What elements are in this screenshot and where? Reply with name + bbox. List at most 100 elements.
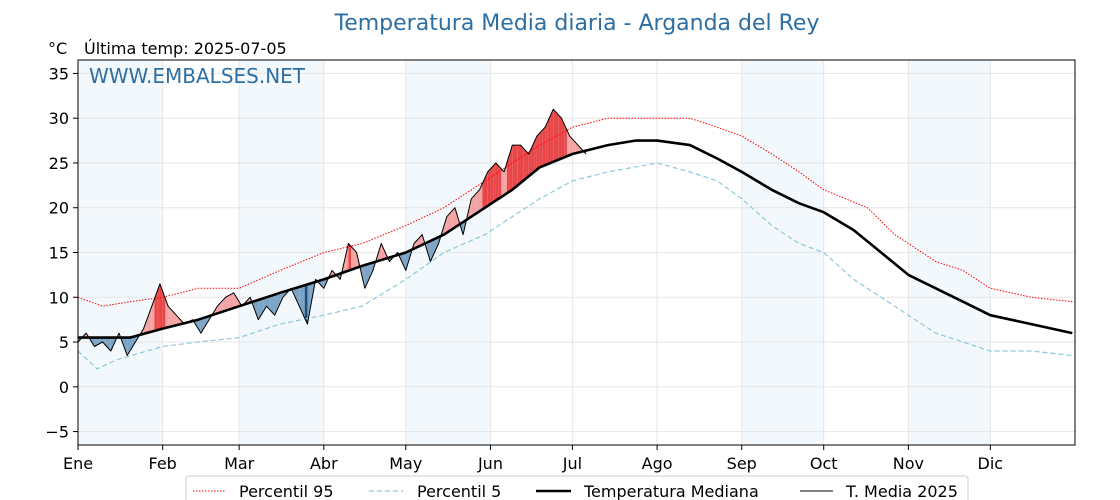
deviation-fill	[501, 168, 505, 197]
deviation-fill	[449, 210, 453, 232]
deviation-fill	[157, 283, 160, 331]
deviation-fill	[498, 165, 502, 199]
y-tick-label: 30	[49, 109, 69, 128]
deviation-fill	[493, 162, 496, 203]
deviation-fill	[528, 148, 532, 177]
deviation-fill	[97, 337, 100, 346]
deviation-fill	[108, 337, 111, 351]
deviation-fill	[495, 162, 499, 201]
x-tick-label-jul: Jul	[562, 454, 582, 473]
deviation-fill	[517, 145, 521, 186]
deviation-fill	[454, 207, 458, 228]
legend-label-p5: Percentil 5	[417, 482, 501, 500]
y-tick-label: 0	[59, 378, 69, 397]
deviation-fill	[307, 283, 311, 325]
deviation-fill	[536, 133, 540, 170]
x-tick-label-may: May	[389, 454, 422, 473]
deviation-fill	[353, 249, 357, 269]
deviation-fill	[348, 243, 352, 271]
deviation-fill	[479, 183, 483, 212]
deviation-fill	[427, 240, 431, 262]
x-tick-label-mar: Mar	[224, 454, 255, 473]
deviation-fill	[403, 252, 406, 271]
deviation-fill	[452, 207, 455, 230]
deviation-fill	[173, 312, 177, 326]
deviation-fill	[566, 130, 570, 157]
deviation-fill	[258, 299, 262, 320]
deviation-fill	[168, 306, 171, 328]
deviation-fill	[405, 251, 409, 271]
deviation-fill	[545, 121, 548, 166]
deviation-fill	[446, 213, 450, 233]
deviation-fill	[484, 171, 488, 208]
x-tick-label-abr: Abr	[310, 454, 338, 473]
deviation-fill	[124, 337, 128, 356]
deviation-fill	[228, 294, 231, 310]
legend-label-p95: Percentil 95	[239, 482, 334, 500]
deviation-fill	[534, 136, 537, 172]
x-tick-label-ene: Ene	[63, 454, 93, 473]
deviation-fill	[271, 294, 275, 316]
y-tick-label: 35	[49, 64, 69, 83]
deviation-fill	[225, 295, 229, 311]
watermark: WWW.EMBALSES.NET	[89, 64, 306, 88]
deviation-fill	[151, 298, 155, 332]
deviation-fill	[364, 264, 368, 289]
legend-label-median: Temperatura Mediana	[583, 482, 759, 500]
legend-label-year: T. Media 2025	[845, 482, 958, 500]
series-line-2025	[77, 108, 587, 356]
last-temp-subtitle: Última temp: 2025-07-05	[84, 39, 287, 58]
deviation-fill	[280, 291, 283, 304]
deviation-fill	[266, 296, 270, 310]
deviation-fill	[170, 309, 174, 327]
y-tick-label: 10	[49, 288, 69, 307]
deviation-fill	[146, 313, 150, 334]
deviation-fill	[165, 298, 169, 328]
deviation-fill	[474, 192, 477, 215]
deviation-fill	[550, 109, 554, 163]
deviation-fill	[569, 136, 573, 156]
deviation-fill	[520, 145, 524, 184]
unit-label: °C	[48, 39, 67, 58]
deviation-fill	[577, 145, 581, 153]
deviation-fill	[220, 300, 223, 313]
deviation-fill	[482, 177, 485, 210]
series-lines	[77, 108, 1073, 370]
deviation-fill	[277, 292, 281, 310]
series-line-median	[78, 139, 1073, 339]
deviation-fill	[378, 243, 382, 261]
deviation-fill	[299, 286, 302, 313]
deviation-fill	[255, 299, 259, 320]
deviation-fill	[102, 337, 106, 346]
deviation-fill	[381, 243, 384, 261]
deviation-fill	[94, 337, 98, 347]
deviation-fill	[525, 151, 529, 179]
x-axis-ticks: Ene Feb Mar Abr May Jun Jul Ago Sep Oct Nov Dic	[63, 445, 1003, 473]
deviation-fill	[400, 253, 404, 265]
deviation-fill	[269, 295, 272, 313]
y-tick-label: −5	[45, 423, 69, 442]
deviation-fill	[110, 337, 114, 351]
x-tick-label-dic: Dic	[978, 454, 1004, 473]
deviation-fill	[564, 124, 567, 158]
y-tick-label: 15	[49, 244, 69, 263]
deviation-fill	[301, 285, 305, 319]
series-line-p5	[77, 162, 1073, 370]
deviation-fill	[476, 189, 480, 214]
legend-box	[185, 475, 969, 500]
deviation-fill	[351, 246, 354, 270]
series-line-p95	[77, 117, 1073, 307]
deviation-fill	[561, 118, 565, 159]
deviation-fill	[236, 297, 240, 308]
deviation-fill	[370, 262, 374, 277]
grid-lines	[77, 60, 1075, 445]
deviation-fill	[558, 115, 562, 160]
deviation-fill	[203, 316, 207, 329]
deviation-fill	[154, 291, 158, 331]
deviation-fill	[345, 243, 349, 272]
deviation-fill	[512, 145, 516, 190]
deviation-fill	[304, 284, 308, 325]
deviation-fill	[132, 336, 136, 347]
deviation-fill	[490, 165, 494, 205]
y-axis-ticks: 35 30 25 20 15 10 5 0 −5	[45, 64, 78, 442]
